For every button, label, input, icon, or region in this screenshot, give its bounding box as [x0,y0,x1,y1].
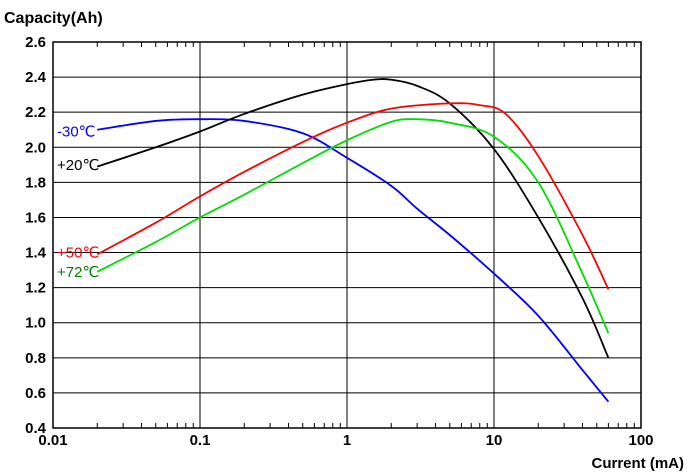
series-layer [96,78,610,403]
series-label-2: +50℃ [57,245,99,262]
series-line-0 [97,118,610,403]
y-tick-label: 2.6 [25,34,46,51]
series-line-1 [96,78,610,359]
tick-labels: 0.4 0.6 0.8 1.0 1.2 1.4 1.6 1.8 2.0 2.2 2.4 2.6 0.01… [25,34,653,449]
y-tick-label: 1.0 [25,315,46,332]
x-tick-label: 100 [628,432,653,449]
x-tick-label: 10 [486,432,503,449]
y-tick-label: 0.8 [25,350,46,367]
series-line-2 [96,102,610,290]
series-label-1: +20℃ [57,157,99,174]
y-tick-label: 1.2 [25,280,46,297]
series-label-0: -30℃ [57,123,96,140]
series-label-3: +72℃ [57,264,99,281]
x-axis-label: Current (mA) [592,455,685,472]
series-labels: -30℃ +20℃ +50℃ +72℃ [57,123,99,280]
y-tick-label: 2.4 [25,69,47,86]
y-tick-label: 0.4 [25,420,47,437]
y-tick-label: 2.2 [25,104,46,121]
series-line-3 [96,118,610,334]
x-tick-label: 0.1 [190,432,211,449]
y-tick-label: 1.6 [25,209,46,226]
y-tick-label: 2.0 [25,139,46,156]
y-axis-label: Capacity(Ah) [4,10,103,27]
x-tick-label: 0.01 [38,432,67,449]
y-tick-label: 0.6 [25,385,46,402]
y-tick-label: 1.8 [25,174,46,191]
x-tick-label: 1 [343,432,351,449]
y-tick-label: 1.4 [25,245,47,262]
plot-frame [52,41,642,429]
